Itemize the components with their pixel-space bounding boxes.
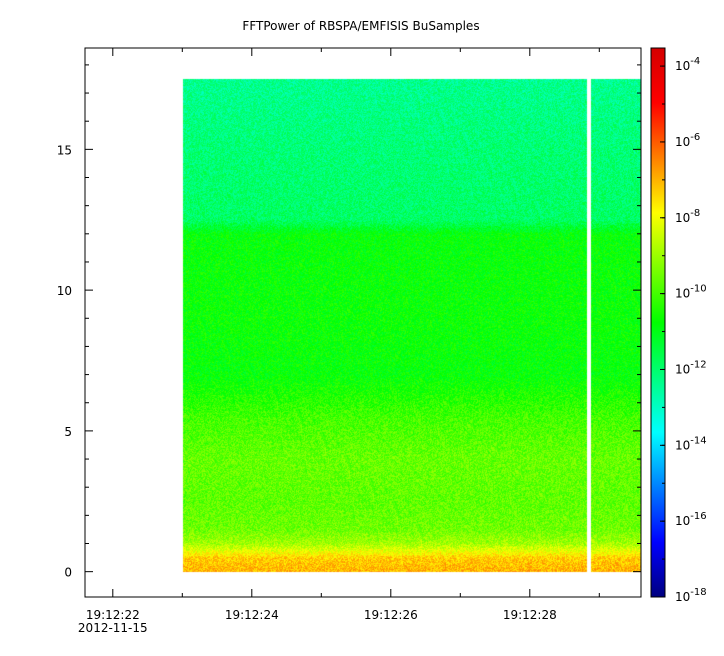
spectrogram-image bbox=[85, 48, 641, 597]
colorbar-tick-label: 10-18 bbox=[675, 587, 707, 604]
y-tick-label: 5 bbox=[64, 425, 72, 439]
colorbar-tick-label: 10-4 bbox=[675, 56, 700, 73]
y-tick-label: 15 bbox=[57, 143, 72, 157]
x-tick-label: 19:12:22 bbox=[86, 608, 140, 622]
colorbar-tick-label: 10-16 bbox=[675, 511, 707, 528]
colorbar-tick-label: 10-10 bbox=[675, 284, 707, 301]
y-axis: 0 5 10 15 bbox=[57, 64, 641, 580]
y-tick-label: 0 bbox=[64, 566, 72, 580]
plot-area bbox=[84, 47, 642, 598]
y-tick-label: 10 bbox=[57, 284, 72, 298]
plot-frame bbox=[84, 47, 642, 598]
colorbar: 10-4 10-6 10-8 10-10 10-12 10-14 10-16 10-18 bbox=[650, 47, 707, 604]
x-tick-label: 19:12:24 bbox=[225, 608, 279, 622]
colorbar-scale bbox=[650, 47, 666, 598]
colorbar-tick-label: 10-6 bbox=[675, 132, 700, 149]
x-tick-date: 2012-11-15 bbox=[78, 621, 148, 635]
colorbar-ticks: 10-4 10-6 10-8 10-10 10-12 10-14 10-16 10-18 bbox=[660, 56, 707, 604]
colorbar-tick-label: 10-8 bbox=[675, 208, 700, 225]
x-tick-label: 19:12:28 bbox=[503, 608, 557, 622]
colorbar-tick-label: 10-14 bbox=[675, 435, 707, 452]
x-tick-label: 19:12:26 bbox=[364, 608, 418, 622]
chart-title: FFTPower of RBSPA/EMFISIS BuSamples bbox=[242, 19, 479, 33]
colorbar-tick-label: 10-12 bbox=[675, 359, 707, 376]
